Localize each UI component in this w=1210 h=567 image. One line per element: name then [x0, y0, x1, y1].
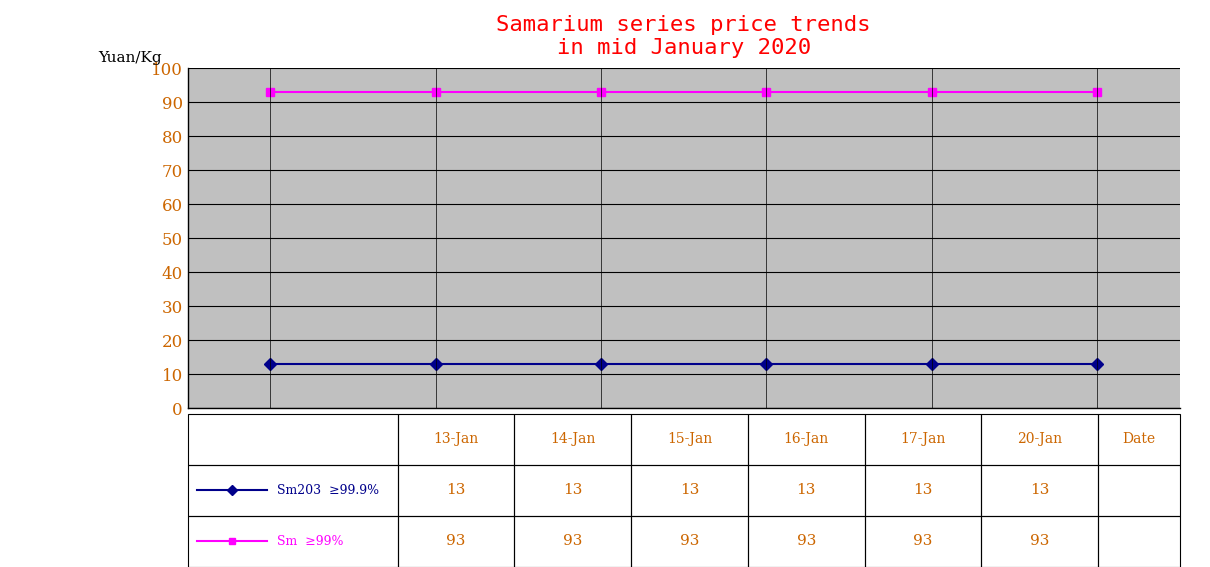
- Bar: [188, 516, 398, 567]
- Bar: [748, 465, 865, 516]
- Text: 13: 13: [1030, 484, 1049, 497]
- Bar: [514, 516, 632, 567]
- Text: 15-Jan: 15-Jan: [667, 433, 713, 446]
- Text: Yuan/Kg: Yuan/Kg: [98, 50, 162, 65]
- Text: 13: 13: [563, 484, 582, 497]
- Text: 13: 13: [446, 484, 466, 497]
- Text: 93: 93: [1030, 535, 1049, 548]
- Bar: [1097, 516, 1180, 567]
- Bar: [514, 465, 632, 516]
- Title: Samarium series price trends
in mid January 2020: Samarium series price trends in mid Janu…: [496, 15, 871, 58]
- Text: Date: Date: [1123, 433, 1156, 446]
- Bar: [748, 516, 865, 567]
- Bar: [398, 465, 514, 516]
- Bar: [632, 516, 748, 567]
- Bar: [1097, 465, 1180, 516]
- Bar: [865, 414, 981, 465]
- Text: 20-Jan: 20-Jan: [1018, 433, 1062, 446]
- Bar: [981, 516, 1097, 567]
- Bar: [1097, 414, 1180, 465]
- Text: 17-Jan: 17-Jan: [900, 433, 946, 446]
- Bar: [865, 516, 981, 567]
- Bar: [981, 465, 1097, 516]
- Text: 93: 93: [914, 535, 933, 548]
- Bar: [981, 414, 1097, 465]
- Text: 13: 13: [914, 484, 933, 497]
- Bar: [398, 516, 514, 567]
- Text: 16-Jan: 16-Jan: [784, 433, 829, 446]
- Text: Sm203  ≥99.9%: Sm203 ≥99.9%: [277, 484, 379, 497]
- Text: 93: 93: [563, 535, 582, 548]
- Bar: [865, 465, 981, 516]
- Text: 13-Jan: 13-Jan: [433, 433, 479, 446]
- Text: 93: 93: [446, 535, 466, 548]
- Text: 13: 13: [680, 484, 699, 497]
- Bar: [398, 414, 514, 465]
- Bar: [632, 414, 748, 465]
- Bar: [632, 465, 748, 516]
- Bar: [188, 465, 398, 516]
- Text: 93: 93: [680, 535, 699, 548]
- Bar: [188, 414, 398, 465]
- Text: 93: 93: [796, 535, 816, 548]
- Bar: [748, 414, 865, 465]
- Text: 13: 13: [796, 484, 816, 497]
- Text: 14-Jan: 14-Jan: [551, 433, 595, 446]
- Text: Sm  ≥99%: Sm ≥99%: [277, 535, 344, 548]
- Bar: [514, 414, 632, 465]
